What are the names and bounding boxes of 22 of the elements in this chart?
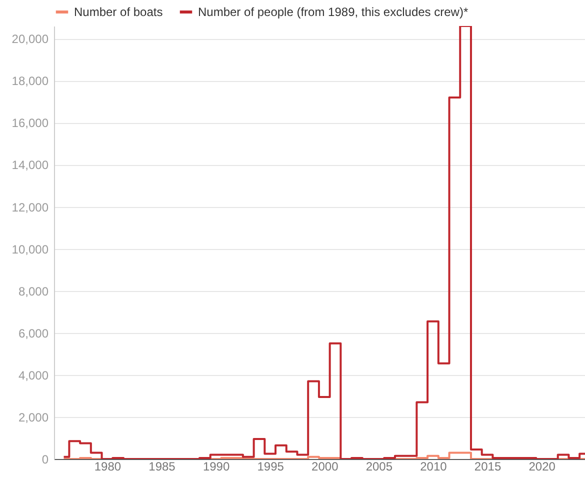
y-tick-label: 4,000	[18, 368, 49, 382]
x-tick-label: 1990	[202, 460, 230, 474]
x-tick-label: 2005	[366, 460, 393, 474]
y-tick-label: 2,000	[18, 410, 49, 424]
y-tick-label: 8,000	[18, 284, 49, 298]
legend-label: Number of boats	[74, 5, 163, 19]
x-tick-label: 2010	[420, 460, 448, 474]
x-tick-label: 1995	[257, 460, 284, 474]
y-tick-label: 16,000	[12, 116, 49, 130]
y-tick-label: 12,000	[12, 200, 49, 214]
y-tick-label: 20,000	[12, 32, 49, 46]
y-tick-label: 0	[42, 452, 49, 466]
x-tick-label: 1980	[94, 460, 122, 474]
x-tick-label: 2000	[312, 460, 339, 474]
x-tick-label: 1985	[148, 460, 176, 474]
y-tick-label: 18,000	[12, 74, 49, 88]
x-tick-label: 2015	[474, 460, 502, 474]
y-tick-label: 6,000	[18, 326, 49, 340]
y-tick-label: 14,000	[12, 158, 49, 172]
y-tick-label: 10,000	[12, 242, 49, 256]
legend-label: Number of people (from 1989, this excludes crew)*	[198, 5, 468, 19]
x-tick-label: 2020	[528, 460, 556, 474]
